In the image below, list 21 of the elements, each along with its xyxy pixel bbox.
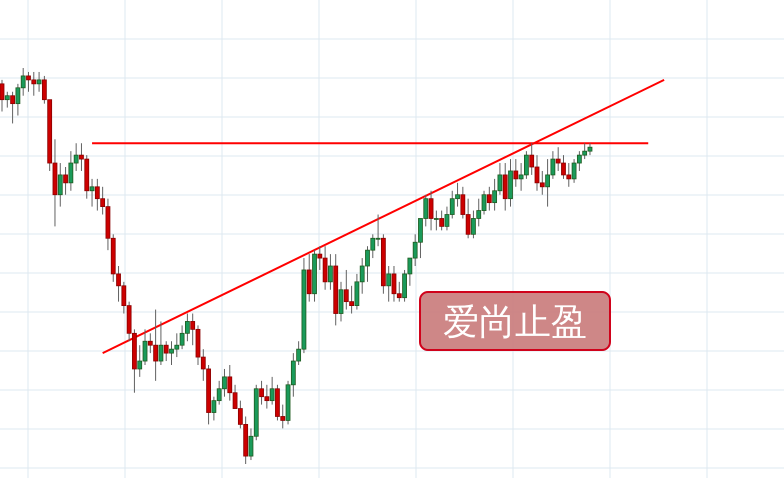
candlestick	[428, 190, 434, 231]
candlestick	[338, 281, 344, 322]
candlestick	[270, 376, 275, 406]
candlestick	[328, 254, 333, 290]
candlestick	[36, 71, 42, 92]
candlestick	[10, 91, 15, 124]
candlestick	[4, 91, 10, 108]
candlestick	[386, 266, 392, 302]
candlestick	[486, 186, 492, 212]
candlestick	[502, 162, 508, 212]
candlestick	[513, 158, 518, 188]
candlestick	[90, 178, 94, 208]
candlestick	[58, 162, 63, 208]
candlestick	[63, 166, 68, 196]
annotation: 爱尚止盈	[443, 302, 587, 342]
candlestick	[158, 320, 164, 366]
candlestick	[164, 340, 169, 362]
candlestick	[439, 210, 444, 231]
candlestick	[306, 254, 312, 302]
candlestick	[434, 210, 439, 231]
candlestick	[0, 79, 4, 112]
